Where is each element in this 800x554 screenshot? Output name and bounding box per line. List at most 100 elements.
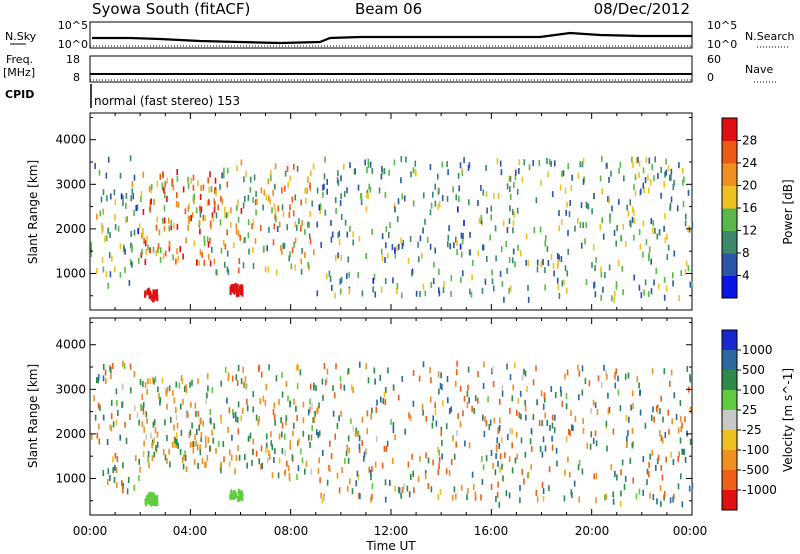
velocity-data-point xyxy=(173,397,176,404)
power-y-axis-label: Slant Range [km] xyxy=(26,160,40,264)
velocity-data-point xyxy=(143,440,145,447)
power-data-point xyxy=(663,181,665,188)
power-data-point xyxy=(680,270,682,276)
power-data-point xyxy=(202,184,205,191)
power-data-point xyxy=(477,250,480,257)
power-data-point xyxy=(369,161,372,168)
velocity-data-point xyxy=(114,452,117,459)
power-data-point xyxy=(308,233,311,240)
power-data-point xyxy=(608,197,610,204)
velocity-colorbar-swatch xyxy=(722,350,737,371)
velocity-data-point xyxy=(298,437,300,444)
power-data-point xyxy=(215,269,218,276)
power-data-point xyxy=(657,283,660,290)
velocity-data-point xyxy=(324,379,327,386)
power-data-point xyxy=(552,263,555,269)
velocity-data-point xyxy=(326,368,329,375)
power-data-point xyxy=(381,165,383,172)
y-tick-label: 4000 xyxy=(55,133,86,147)
power-data-point xyxy=(511,257,514,264)
velocity-data-point xyxy=(339,375,342,382)
power-data-point xyxy=(288,211,291,218)
velocity-data-point xyxy=(96,432,99,439)
velocity-data-point xyxy=(660,464,663,471)
power-data-point xyxy=(357,184,360,191)
power-data-point xyxy=(221,198,224,205)
power-data-point xyxy=(645,239,648,246)
power-data-point xyxy=(485,191,488,198)
power-data-point xyxy=(385,226,388,233)
power-data-point xyxy=(412,167,415,174)
power-data-point xyxy=(460,251,463,258)
nave-label: Nave xyxy=(745,63,773,76)
power-data-point xyxy=(271,207,273,214)
velocity-data-point xyxy=(408,491,411,498)
velocity-colorbar-tick-label: -500 xyxy=(742,463,769,477)
velocity-data-point xyxy=(607,408,610,415)
power-data-point xyxy=(457,172,460,179)
velocity-data-point xyxy=(548,466,551,473)
power-data-point xyxy=(631,216,634,223)
velocity-data-point xyxy=(439,488,442,495)
power-data-point xyxy=(211,212,214,219)
velocity-data-point xyxy=(648,461,650,468)
velocity-data-point xyxy=(424,470,427,477)
velocity-data-point xyxy=(299,369,302,376)
power-data-point xyxy=(130,231,132,237)
velocity-cluster-point xyxy=(232,490,235,497)
velocity-colorbar-swatch xyxy=(722,470,737,491)
power-data-point xyxy=(237,216,240,223)
velocity-data-point xyxy=(153,419,156,426)
power-data-point xyxy=(638,284,641,291)
velocity-data-point xyxy=(448,469,451,476)
power-data-point xyxy=(536,259,539,266)
power-data-point xyxy=(125,216,127,223)
power-data-point xyxy=(252,262,255,269)
power-data-point xyxy=(429,209,432,216)
velocity-data-point xyxy=(603,494,606,501)
velocity-data-point xyxy=(302,430,305,437)
velocity-data-point xyxy=(215,447,217,454)
power-colorbar-tick-label: 28 xyxy=(742,134,757,148)
power-colorbar-swatch xyxy=(722,140,737,164)
power-data-point xyxy=(426,237,429,243)
velocity-data-point xyxy=(232,408,234,415)
velocity-data-point xyxy=(329,440,331,447)
velocity-data-point xyxy=(281,448,284,454)
velocity-data-point xyxy=(593,473,595,480)
power-data-point xyxy=(129,155,132,162)
power-data-point xyxy=(294,237,297,244)
power-data-point xyxy=(494,225,497,232)
velocity-data-point xyxy=(326,377,328,384)
velocity-data-point xyxy=(571,424,573,431)
velocity-data-point xyxy=(332,410,335,417)
velocity-data-point xyxy=(358,443,361,450)
power-data-point xyxy=(133,174,136,181)
velocity-data-point xyxy=(370,413,372,420)
power-data-point xyxy=(601,217,603,224)
y-tick-label: 1000 xyxy=(55,266,86,280)
power-data-point xyxy=(495,255,497,262)
power-data-point xyxy=(199,205,201,212)
power-data-point xyxy=(607,195,609,202)
power-data-point xyxy=(223,172,225,179)
velocity-data-point xyxy=(245,383,247,390)
velocity-data-point xyxy=(204,435,207,442)
velocity-data-point xyxy=(366,428,369,435)
velocity-data-point xyxy=(189,441,192,448)
power-data-point xyxy=(331,284,333,291)
velocity-data-point xyxy=(384,496,387,503)
velocity-data-point xyxy=(542,488,545,494)
velocity-data-point xyxy=(211,387,214,394)
power-data-point xyxy=(179,246,181,253)
power-data-point xyxy=(163,205,166,212)
power-data-point xyxy=(223,261,226,268)
power-data-point xyxy=(247,219,250,226)
velocity-data-point xyxy=(112,421,115,428)
power-data-point xyxy=(142,231,144,238)
velocity-data-point xyxy=(200,436,202,442)
power-data-point xyxy=(652,227,654,234)
power-data-point xyxy=(577,217,579,224)
power-data-point xyxy=(493,192,495,199)
power-data-point xyxy=(624,240,627,247)
